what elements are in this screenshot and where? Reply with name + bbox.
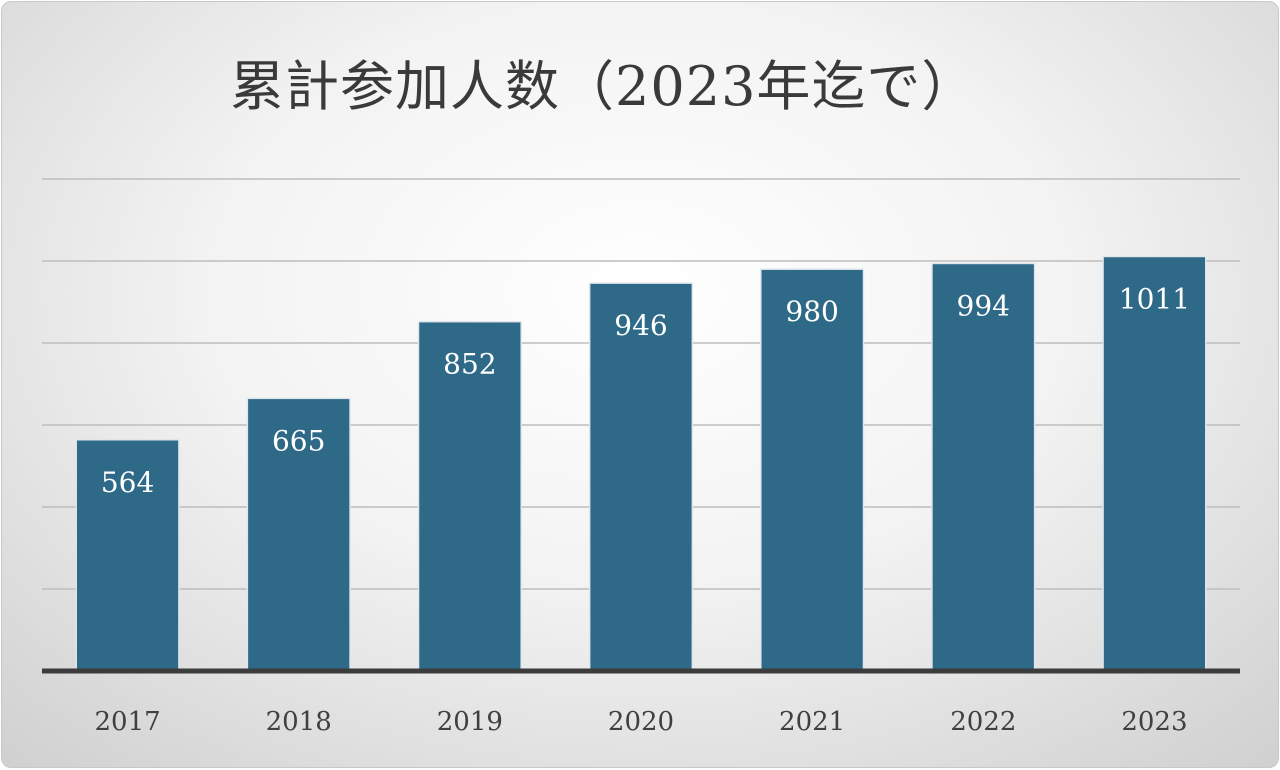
- bar-2017: [75, 439, 180, 672]
- data-label-2022: 994: [957, 289, 1010, 322]
- x-tick-label-2018: 2018: [266, 707, 332, 737]
- x-tick-label-2021: 2021: [779, 707, 845, 737]
- x-tick-label-2020: 2020: [608, 707, 674, 737]
- bar-2022: [931, 262, 1036, 672]
- data-label-2017: 564: [101, 466, 154, 499]
- bar-2021: [760, 268, 865, 672]
- x-tick-label-2022: 2022: [950, 707, 1016, 737]
- data-label-2021: 980: [785, 295, 838, 328]
- data-label-2023: 1011: [1119, 282, 1190, 315]
- x-tick-label-2019: 2019: [437, 707, 503, 737]
- x-tick-label-2017: 2017: [94, 707, 160, 737]
- x-tick-label-2023: 2023: [1121, 707, 1187, 737]
- bar-2023: [1102, 255, 1207, 672]
- data-label-2019: 852: [443, 348, 496, 381]
- chart-title: 累計参加人数（2023年迄で）: [230, 55, 977, 118]
- data-label-2018: 665: [272, 424, 325, 457]
- data-label-2020: 946: [614, 309, 667, 342]
